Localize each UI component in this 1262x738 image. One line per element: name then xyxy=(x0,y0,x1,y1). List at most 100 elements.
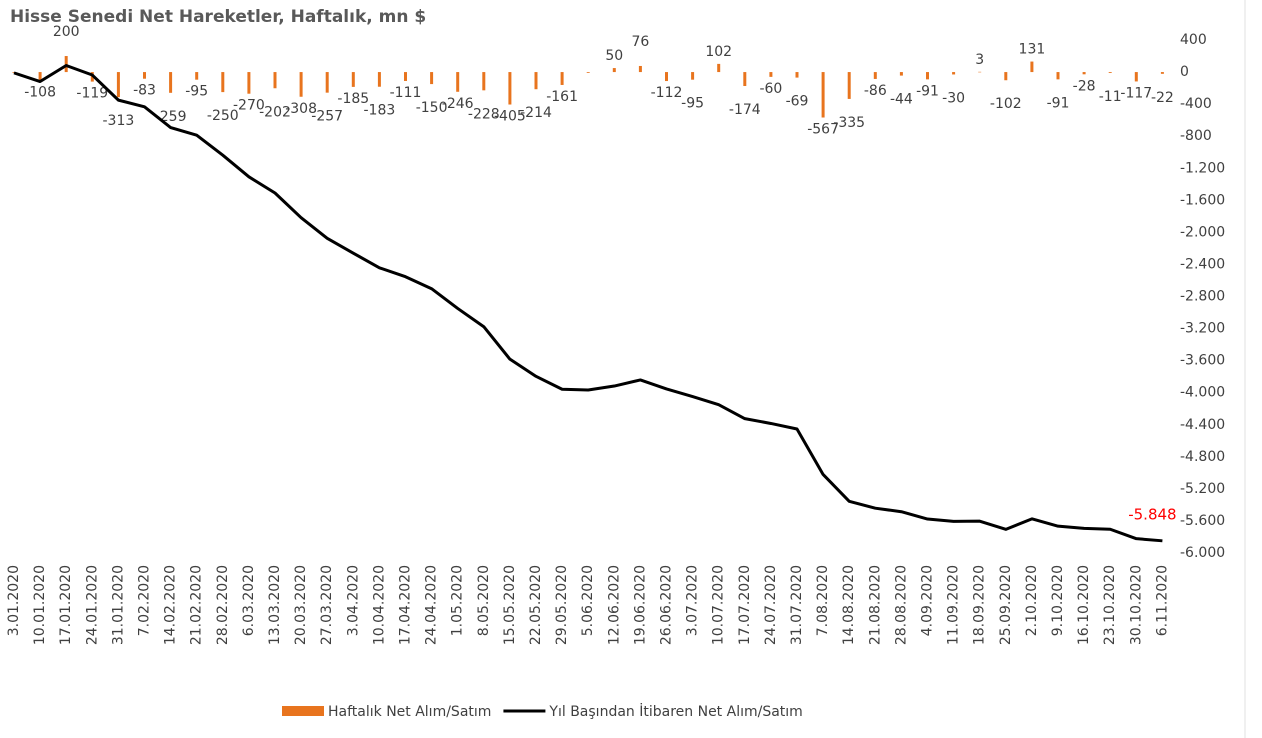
data-label: 50 xyxy=(605,48,623,64)
bar xyxy=(456,72,460,92)
data-label: -60 xyxy=(759,81,782,97)
y-tick-label: 400 xyxy=(1180,32,1207,48)
x-tick-label: 18.09.2020 xyxy=(972,565,988,645)
x-tick-label: 3.04.2020 xyxy=(345,565,361,636)
data-label: 76 xyxy=(631,34,649,50)
bar xyxy=(482,72,486,91)
bar xyxy=(769,72,773,77)
x-tick-label: 27.03.2020 xyxy=(319,565,335,645)
bar xyxy=(873,72,877,79)
x-tick-label: 14.08.2020 xyxy=(841,565,857,645)
y-tick-label: -1.600 xyxy=(1180,192,1225,208)
y-tick-label: -5.200 xyxy=(1180,481,1225,497)
bar xyxy=(116,72,120,98)
x-tick-label: 3.07.2020 xyxy=(685,565,701,636)
bar xyxy=(691,72,695,80)
bar xyxy=(586,72,590,73)
bar xyxy=(899,72,903,76)
bar xyxy=(273,72,277,89)
data-label: 200 xyxy=(53,24,80,40)
x-tick-label: 31.07.2020 xyxy=(789,565,805,645)
data-label: -95 xyxy=(185,84,208,100)
data-label: -313 xyxy=(103,113,135,129)
data-label: -44 xyxy=(890,92,913,108)
bar xyxy=(847,72,851,99)
data-label: 3 xyxy=(975,52,984,68)
data-label: -108 xyxy=(24,85,56,101)
x-tick-label: 5.06.2020 xyxy=(580,565,596,636)
bar xyxy=(377,72,381,87)
y-tick-label: -4.400 xyxy=(1180,417,1225,433)
data-label: -405 xyxy=(494,109,526,125)
x-tick-label: 6.03.2020 xyxy=(241,565,257,636)
x-tick-label: 12.06.2020 xyxy=(606,565,622,645)
x-tick-label: 28.08.2020 xyxy=(893,565,909,645)
data-label: -202 xyxy=(259,104,291,120)
data-label: -150 xyxy=(416,100,448,116)
data-label: -22 xyxy=(1151,90,1174,106)
x-tick-label: 14.02.2020 xyxy=(163,565,179,645)
data-label: -5.848 xyxy=(1128,505,1176,523)
bar xyxy=(743,72,747,87)
bar xyxy=(612,68,616,73)
data-label: -183 xyxy=(364,103,396,119)
bar xyxy=(247,72,251,94)
x-tick-label: 24.07.2020 xyxy=(763,565,779,645)
data-label: -30 xyxy=(942,90,965,106)
bar xyxy=(926,72,929,80)
chart-title: Hisse Senedi Net Hareketler, Haftalık, m… xyxy=(10,7,426,27)
bar xyxy=(665,72,668,82)
y-tick-label: -2.000 xyxy=(1180,224,1225,240)
bar xyxy=(1082,72,1086,75)
x-tick-label: 21.08.2020 xyxy=(867,565,883,645)
y-tick-label: -4.000 xyxy=(1180,385,1225,401)
data-label: -185 xyxy=(337,91,369,107)
data-label: -102 xyxy=(990,96,1022,112)
bar xyxy=(508,72,512,105)
data-label: -91 xyxy=(916,83,939,99)
x-tick-label: 24.04.2020 xyxy=(424,565,440,645)
bar xyxy=(38,72,42,81)
x-tick-label: 31.01.2020 xyxy=(110,565,126,645)
bar xyxy=(430,72,434,85)
y-tick-label: -5.600 xyxy=(1180,513,1225,529)
x-tick-label: 4.09.2020 xyxy=(920,565,936,636)
bar xyxy=(12,72,16,73)
data-label: -119 xyxy=(76,86,108,102)
x-tick-label: 26.06.2020 xyxy=(659,565,675,645)
data-label: -246 xyxy=(442,96,474,112)
bar xyxy=(1160,72,1164,74)
y-tick-label: 0 xyxy=(1180,64,1189,80)
x-tick-label: 25.09.2020 xyxy=(998,565,1014,645)
data-label: -308 xyxy=(285,101,317,117)
x-tick-label: 23.10.2020 xyxy=(1102,565,1118,645)
bar xyxy=(821,72,825,118)
x-tick-label: 10.01.2020 xyxy=(32,565,48,645)
y-tick-label: -1.200 xyxy=(1180,160,1225,176)
x-tick-label: 15.05.2020 xyxy=(502,565,518,645)
data-label: 131 xyxy=(1019,42,1046,58)
legend-swatch xyxy=(282,706,324,716)
bar xyxy=(717,63,721,73)
y-tick-label: -400 xyxy=(1180,96,1212,112)
data-label: -567 xyxy=(807,122,839,138)
data-label: -257 xyxy=(311,109,343,125)
data-label: -228 xyxy=(468,106,500,122)
data-label: -117 xyxy=(1120,85,1152,101)
x-tick-label: 28.02.2020 xyxy=(215,565,231,645)
x-tick-label: 7.08.2020 xyxy=(815,565,831,636)
bar xyxy=(195,72,199,80)
bar xyxy=(143,72,146,79)
x-tick-label: 13.03.2020 xyxy=(267,565,283,645)
y-tick-label: -4.800 xyxy=(1180,449,1225,465)
bar xyxy=(169,72,173,93)
legend-label: Haftalık Net Alım/Satım xyxy=(328,704,491,720)
bar xyxy=(1056,72,1060,80)
bar xyxy=(560,72,564,85)
y-tick-label: -800 xyxy=(1180,128,1212,144)
data-label: -83 xyxy=(133,83,156,99)
bar xyxy=(1108,72,1112,73)
data-label: -214 xyxy=(520,105,552,121)
bar xyxy=(1030,61,1034,73)
